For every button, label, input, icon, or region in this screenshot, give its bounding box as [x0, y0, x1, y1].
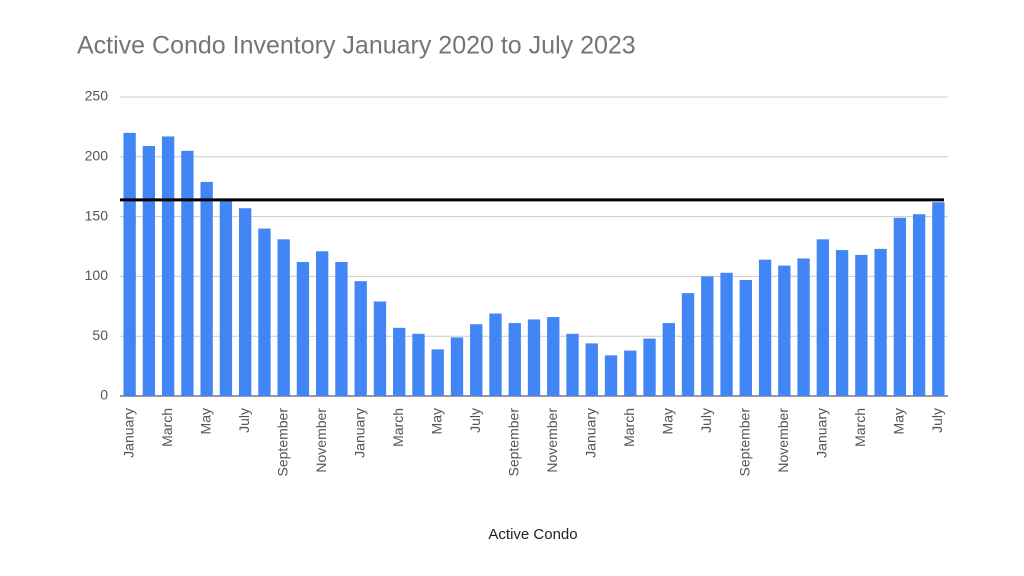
bar — [874, 248, 887, 396]
bar — [200, 181, 213, 396]
x-tick-label: January — [582, 408, 598, 458]
bar — [527, 319, 541, 396]
bar — [797, 258, 810, 396]
bar — [450, 337, 464, 396]
bar — [739, 279, 752, 396]
bar — [835, 250, 849, 396]
bar — [547, 317, 560, 396]
x-tick-label: March — [159, 408, 175, 447]
bar — [912, 214, 926, 396]
bar — [566, 333, 579, 396]
y-tick-label: 0 — [100, 387, 108, 403]
bar — [662, 323, 675, 396]
bar — [489, 313, 502, 396]
bar — [142, 146, 156, 396]
x-tick-label: May — [428, 408, 444, 434]
x-tick-label: July — [467, 408, 483, 433]
x-tick-label: January — [814, 408, 830, 458]
bar — [932, 202, 945, 396]
bar — [585, 343, 598, 396]
bar — [431, 349, 444, 396]
bar — [758, 259, 772, 396]
bar — [604, 355, 618, 396]
x-tick-label: January — [351, 408, 367, 458]
bar — [508, 323, 521, 396]
bar — [239, 208, 252, 396]
bar — [296, 262, 310, 396]
bar — [277, 239, 290, 396]
bar — [181, 150, 194, 396]
bar — [643, 338, 656, 396]
bar — [161, 136, 175, 396]
x-tick-label: May — [659, 408, 675, 434]
x-tick-label: July — [236, 408, 252, 433]
x-tick-label: March — [852, 408, 868, 447]
bar — [778, 265, 791, 396]
bar — [258, 228, 271, 396]
bar — [816, 239, 829, 396]
x-tick-label: July — [698, 408, 714, 433]
x-tick-label: March — [390, 408, 406, 447]
bar — [316, 251, 329, 396]
bar — [219, 201, 233, 396]
bar — [354, 281, 367, 396]
bar — [393, 327, 406, 396]
bar — [373, 301, 387, 396]
y-tick-label: 50 — [92, 327, 108, 343]
x-tick-label: May — [197, 408, 213, 434]
x-axis-label: Active Condo — [488, 526, 577, 543]
bar — [412, 333, 425, 396]
bar — [470, 324, 483, 396]
y-tick-label: 100 — [85, 267, 109, 283]
x-tick-label: November — [313, 408, 329, 473]
x-tick-label: November — [544, 408, 560, 473]
x-tick-label: March — [621, 408, 637, 447]
x-tick-label: July — [929, 408, 945, 433]
y-tick-label: 250 — [85, 88, 109, 104]
bar — [624, 350, 637, 396]
x-tick-label: January — [120, 408, 136, 458]
bar — [720, 272, 733, 396]
x-tick-label: May — [891, 408, 907, 434]
y-tick-label: 150 — [85, 207, 109, 223]
x-tick-label: September — [737, 408, 753, 477]
x-tick-label: September — [505, 408, 521, 477]
x-tick-label: November — [775, 408, 791, 473]
bar — [681, 293, 695, 396]
bar — [701, 276, 714, 396]
bar — [123, 132, 136, 396]
bar — [335, 262, 348, 396]
x-tick-label: September — [274, 408, 290, 477]
bar — [855, 254, 868, 396]
chart-title: Active Condo Inventory January 2020 to J… — [77, 32, 636, 60]
bar — [893, 217, 907, 396]
y-tick-label: 200 — [85, 148, 109, 164]
